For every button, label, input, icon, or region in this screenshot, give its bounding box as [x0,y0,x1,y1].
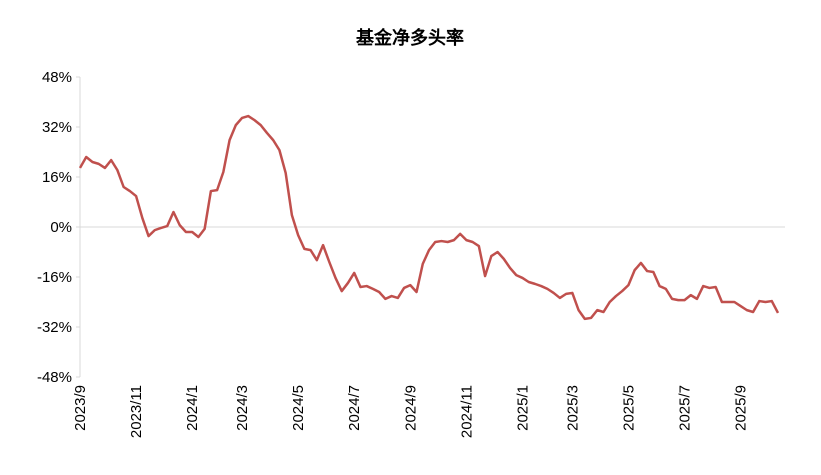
y-tick-label: 16% [42,169,72,186]
x-tick-label: 2024/1 [184,385,201,431]
y-tick-label: 48% [42,69,72,86]
x-tick-label: 2023/9 [72,385,89,431]
x-tick-label: 2025/9 [733,385,750,431]
y-tick-label: -16% [37,269,72,286]
x-tick-label: 2025/3 [564,385,581,431]
x-tick-label: 2024/7 [346,385,363,431]
x-tick-label: 2025/1 [514,385,531,431]
y-tick-label: -32% [37,319,72,336]
x-tick-label: 2024/3 [234,385,251,431]
x-tick-label: 2024/11 [458,385,475,438]
x-tick-label: 2023/11 [128,385,145,438]
chart-title: 基金净多头率 [355,27,464,48]
x-tick-label: 2025/5 [620,385,637,431]
x-tick-label: 2025/7 [677,385,694,431]
x-tick-label: 2024/9 [402,385,419,431]
y-tick-label: 32% [42,119,72,136]
y-tick-label: -48% [37,369,72,386]
line-series [78,114,780,321]
y-tick-label: 0% [50,219,72,236]
x-tick-label: 2024/5 [290,385,307,431]
